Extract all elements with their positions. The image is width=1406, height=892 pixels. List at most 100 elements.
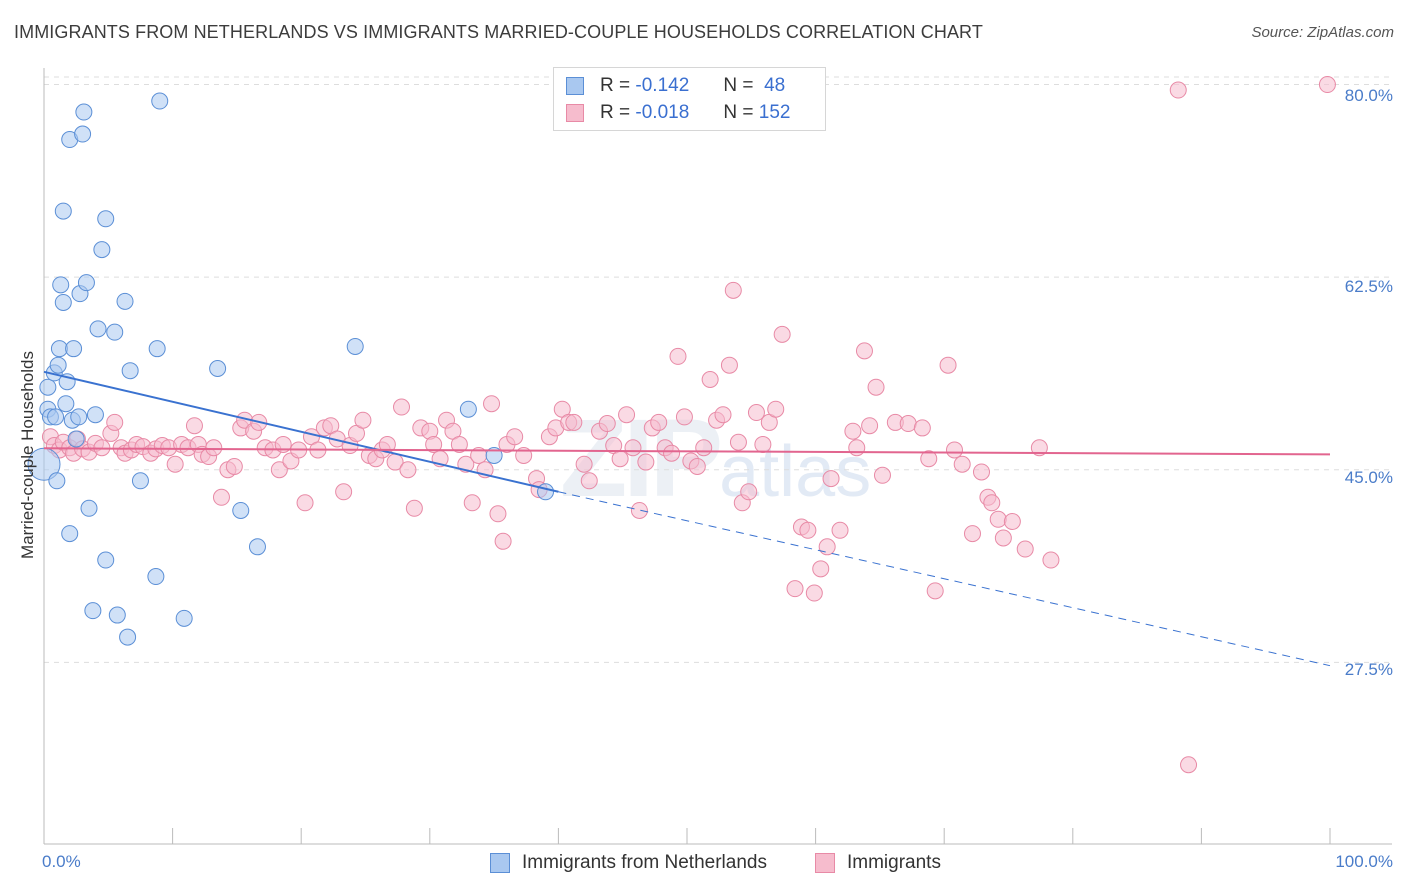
trend-line-netherlands: [43, 370, 559, 493]
point-immigrants: [740, 483, 758, 501]
point-netherlands: [54, 293, 72, 311]
point-immigrants: [994, 529, 1012, 547]
point-netherlands: [49, 356, 67, 374]
point-immigrants: [494, 532, 512, 550]
point-immigrants: [822, 470, 840, 488]
point-immigrants: [650, 413, 668, 431]
point-immigrants: [861, 417, 879, 435]
point-immigrants: [624, 439, 642, 457]
point-immigrants: [1003, 512, 1021, 530]
point-netherlands: [537, 483, 555, 501]
legend-label: Immigrants: [847, 852, 941, 873]
point-immigrants: [786, 580, 804, 598]
point-netherlands: [54, 202, 72, 220]
point-immigrants: [212, 488, 230, 506]
point-netherlands: [148, 340, 166, 358]
point-immigrants: [983, 494, 1001, 512]
r-label: R =: [600, 75, 631, 96]
point-immigrants: [463, 494, 481, 512]
pink-swatch: [566, 104, 584, 122]
point-immigrants: [575, 455, 593, 473]
chart-title: IMMIGRANTS FROM NETHERLANDS VS IMMIGRANT…: [14, 22, 983, 42]
point-netherlands: [86, 406, 104, 424]
point-netherlands: [131, 472, 149, 490]
trend-line-immigrants: [43, 447, 1331, 456]
n-value: 48: [764, 75, 786, 96]
point-immigrants: [920, 450, 938, 468]
stats-legend: R = -0.142 N = 48 R = -0.018 N = 152: [553, 67, 826, 131]
n-label: N =: [723, 102, 754, 123]
point-immigrants: [899, 415, 917, 433]
point-netherlands: [77, 274, 95, 292]
point-immigrants: [754, 435, 772, 453]
y-tick-label: 27.5%: [1344, 660, 1393, 679]
point-netherlands: [97, 210, 115, 228]
point-immigrants: [799, 521, 817, 539]
x-tick-label: 100.0%: [1335, 852, 1393, 871]
point-immigrants: [1180, 756, 1198, 774]
blue-swatch: [566, 77, 584, 95]
point-netherlands: [80, 499, 98, 517]
point-immigrants: [989, 510, 1007, 528]
point-immigrants: [818, 538, 836, 556]
point-immigrants: [669, 347, 687, 365]
point-netherlands: [232, 501, 250, 519]
point-netherlands: [151, 92, 169, 110]
point-immigrants: [1169, 81, 1187, 99]
point-immigrants: [939, 356, 957, 374]
legend-label: Immigrants from Netherlands: [522, 852, 767, 873]
point-netherlands: [67, 430, 85, 448]
point-netherlands: [39, 378, 57, 396]
point-netherlands: [121, 362, 139, 380]
point-netherlands: [485, 446, 503, 464]
point-immigrants: [701, 371, 719, 389]
point-immigrants: [618, 406, 636, 424]
point-immigrants: [953, 455, 971, 473]
point-immigrants: [812, 560, 830, 578]
point-netherlands: [93, 241, 111, 259]
point-immigrants: [611, 450, 629, 468]
point-netherlands: [116, 292, 134, 310]
point-netherlands: [84, 602, 102, 620]
point-immigrants: [844, 422, 862, 440]
point-immigrants: [714, 406, 732, 424]
point-immigrants: [767, 400, 785, 418]
point-netherlands: [61, 525, 79, 543]
point-immigrants: [450, 435, 468, 453]
series-legend: Immigrants from Netherlands Immigrants: [0, 852, 1406, 876]
legend-row-netherlands: R = -0.142 N = 48: [566, 74, 785, 98]
point-immigrants: [565, 413, 583, 431]
legend-item-immigrants: Immigrants: [815, 852, 941, 874]
point-immigrants: [945, 441, 963, 459]
point-immigrants: [106, 413, 124, 431]
point-netherlands: [119, 628, 137, 646]
y-tick-label: 80.0%: [1344, 86, 1393, 105]
point-immigrants: [972, 463, 990, 481]
point-netherlands: [47, 408, 65, 426]
trend-line-netherlands-extension: [558, 491, 1331, 667]
r-value: -0.018: [635, 102, 690, 123]
point-immigrants: [848, 439, 866, 457]
point-immigrants: [855, 342, 873, 360]
point-netherlands: [57, 395, 75, 413]
point-netherlands: [27, 447, 61, 481]
n-value: 152: [758, 102, 791, 123]
r-label: R =: [600, 102, 631, 123]
y-tick-label: 45.0%: [1344, 468, 1393, 487]
point-netherlands: [50, 340, 68, 358]
point-immigrants: [1318, 76, 1336, 94]
pink-swatch: [815, 853, 835, 873]
point-immigrants: [873, 466, 891, 484]
point-netherlands: [209, 359, 227, 377]
y-tick-label: 62.5%: [1344, 277, 1393, 296]
blue-swatch: [490, 853, 510, 873]
point-netherlands: [65, 340, 83, 358]
point-netherlands: [147, 568, 165, 586]
point-immigrants: [335, 483, 353, 501]
point-immigrants: [483, 395, 501, 413]
point-immigrants: [580, 472, 598, 490]
point-immigrants: [695, 439, 713, 457]
point-immigrants: [598, 415, 616, 433]
point-immigrants: [831, 521, 849, 539]
